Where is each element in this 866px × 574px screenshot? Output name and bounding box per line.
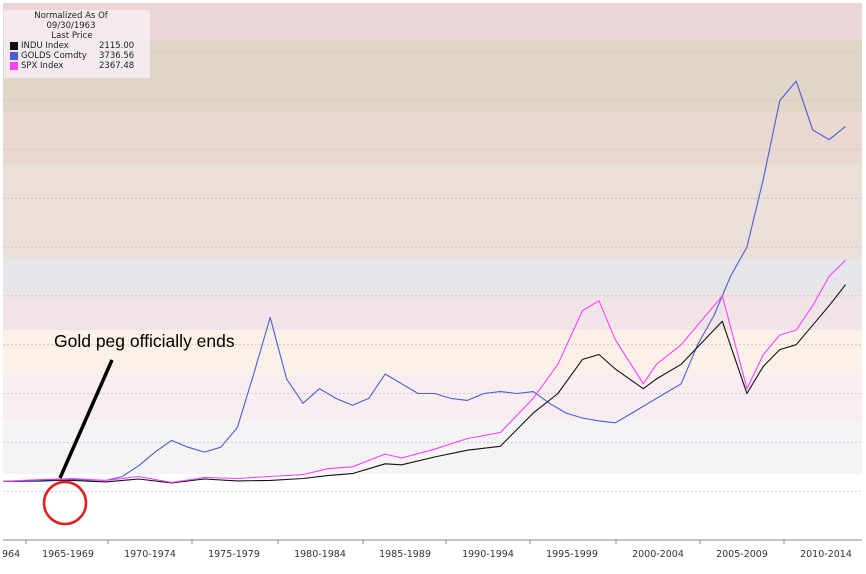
legend-value-indu: 2115.00 xyxy=(99,41,135,51)
background-band xyxy=(3,375,862,420)
x-tick-label: 2010-2014 xyxy=(800,549,852,560)
background-band xyxy=(3,420,862,474)
chart-title: Normalized As Of 09/30/1963 xyxy=(34,11,108,31)
x-tick-label: 1995-1999 xyxy=(546,549,598,560)
x-tick-label: 1980-1984 xyxy=(294,549,346,560)
legend-value-golds: 3736.56 xyxy=(99,51,135,61)
legend-value-spx: 2367.48 xyxy=(99,61,135,71)
legend-entry-indu: INDU Index 2115.00 xyxy=(10,41,146,51)
annotation-pointer-line xyxy=(58,359,114,479)
series-line-golds xyxy=(3,80,846,482)
legend-swatch-spx xyxy=(10,62,18,70)
background-band xyxy=(3,112,862,165)
series-layer xyxy=(2,80,847,484)
legend-name-indu: INDU Index xyxy=(21,41,69,51)
background-band xyxy=(3,165,862,258)
series-line-spx xyxy=(2,259,846,483)
legend-entry-golds: GOLDS Comdty 3736.56 xyxy=(10,51,146,61)
x-axis: 964 1965-1969 1970-1974 1975-1979 1980-1984 1… xyxy=(2,539,862,560)
x-tick-label: 1965-1969 xyxy=(42,549,94,560)
x-tick-label: 1990-1994 xyxy=(462,549,514,560)
x-tick-label: 1975-1979 xyxy=(208,549,260,560)
background-band xyxy=(3,474,862,540)
series-line-indu xyxy=(2,284,847,484)
chart-subtitle: Last Price xyxy=(51,31,93,41)
x-tick-label: 2000-2004 xyxy=(632,549,684,560)
legend: Normalized As Of 09/30/1963 Last Price I… xyxy=(4,10,150,78)
annotation-circle xyxy=(42,480,88,526)
legend-swatch-golds xyxy=(10,52,18,60)
legend-name-spx: SPX Index xyxy=(21,61,64,71)
background-bands xyxy=(3,3,862,540)
x-tick-label: 1970-1974 xyxy=(124,549,176,560)
background-band xyxy=(3,258,862,292)
annotation-layer xyxy=(42,359,114,526)
legend-swatch-indu xyxy=(10,42,18,50)
background-band xyxy=(3,330,862,375)
annotation-text: Gold peg officially ends xyxy=(54,331,235,351)
x-tick-label: 1985-1989 xyxy=(379,549,431,560)
x-tick-label: 964 xyxy=(2,549,20,560)
legend-name-golds: GOLDS Comdty xyxy=(21,51,87,61)
legend-entry-spx: SPX Index 2367.48 xyxy=(10,61,146,71)
x-tick-label: 2005-2009 xyxy=(716,549,768,560)
background-band xyxy=(3,292,862,330)
